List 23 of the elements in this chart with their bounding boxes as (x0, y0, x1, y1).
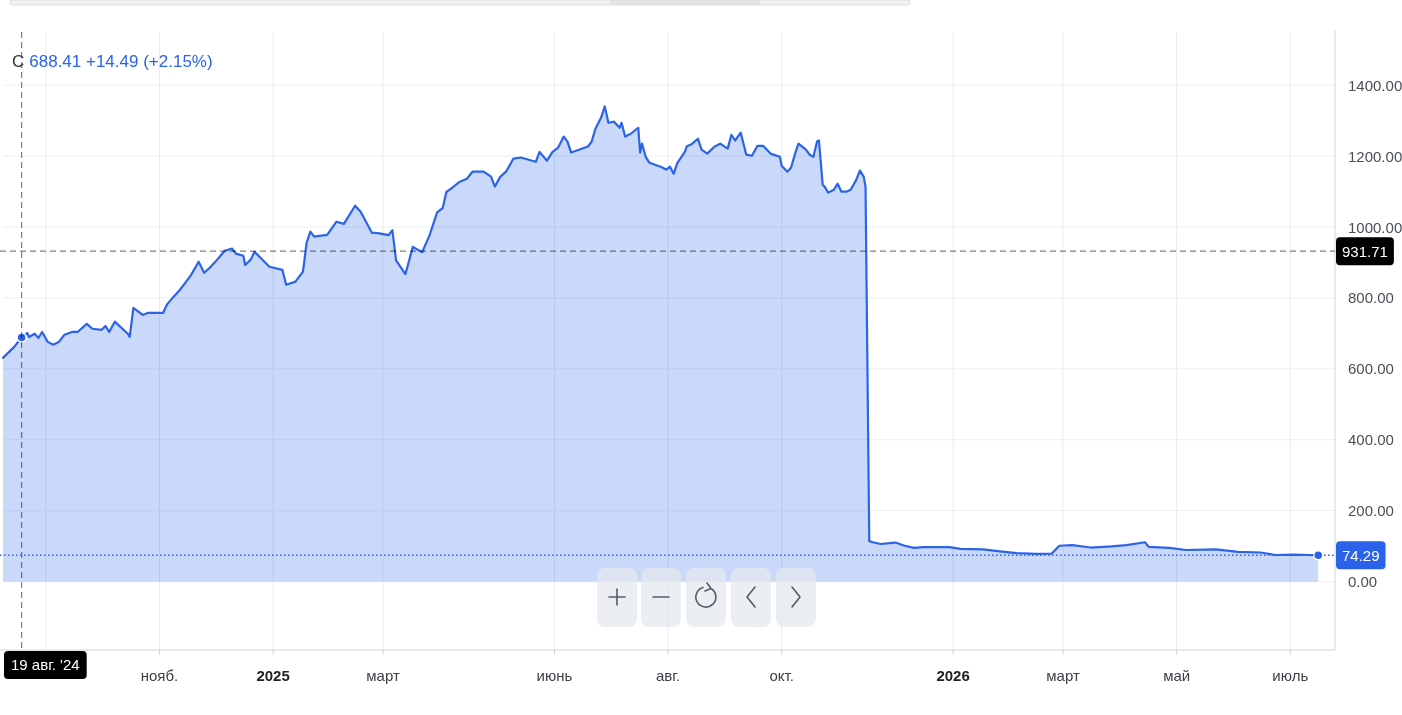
x-tick-label: авг. (656, 667, 681, 684)
x-tick-label: март (366, 667, 400, 684)
x-tick-label: март (1046, 667, 1080, 684)
y-tick-label: 1200.00 (1348, 147, 1402, 165)
annotation: 688.41 +14.49 (+2.15%) (29, 52, 213, 71)
x-tick-label: июль (1272, 667, 1309, 684)
y-tick-label: 800.00 (1348, 289, 1394, 307)
y-tick-label: 600.00 (1348, 360, 1394, 378)
y-tick-label: 0.00 (1348, 573, 1378, 591)
x-tick-label: окт. (769, 667, 794, 684)
y-tick-label: 1400.00 (1348, 76, 1402, 94)
y-tick-label: 400.00 (1348, 431, 1394, 449)
x-tick-label: нояб. (140, 667, 179, 684)
y-tick-label: 1000.00 (1348, 218, 1402, 236)
annotation: C (12, 52, 25, 71)
ref-line-label: 19 авг. '24 (11, 656, 80, 673)
ref-line-label: 931.71 (1341, 242, 1388, 260)
x-tick-label: май (1163, 667, 1191, 684)
x-tick-label: 2025 (256, 667, 290, 684)
ref-line-label: 74.29 (1341, 546, 1380, 564)
x-tick-label: 2026 (936, 667, 970, 684)
x-tick-label: июнь (536, 667, 573, 684)
y-tick-label: 200.00 (1348, 502, 1394, 520)
